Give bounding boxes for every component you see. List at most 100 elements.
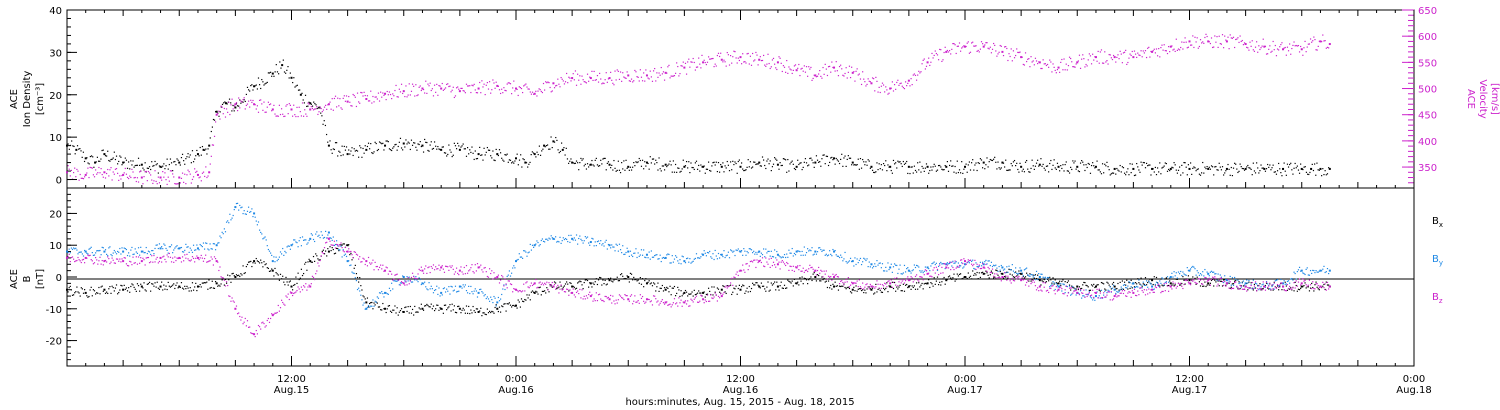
ion-density-sample-point <box>546 144 549 146</box>
by-sample-point <box>603 245 605 247</box>
ion-density-sample-point <box>1184 162 1186 164</box>
velocity-sample-point <box>516 88 518 91</box>
velocity-point <box>290 108 293 111</box>
by-sample-point <box>1077 292 1079 294</box>
ion-density-sample-point <box>330 149 332 151</box>
by-sample-point <box>329 237 331 239</box>
density-tick-label: 10 <box>49 133 62 144</box>
ion-density-sample-point <box>684 165 687 167</box>
bx-sample-point <box>1237 288 1239 290</box>
bx-sample-point <box>1119 281 1121 283</box>
ion-density-sample-point <box>513 162 515 164</box>
velocity-sample-point <box>955 52 957 55</box>
bz-sample-point <box>153 254 155 257</box>
ion-density-sample-point <box>555 136 557 139</box>
bz-sample-point <box>340 242 342 244</box>
ion-density-sample-point <box>641 159 644 161</box>
by-sample-point <box>671 255 673 257</box>
bx-sample-point <box>1112 281 1115 284</box>
velocity-sample-point <box>343 95 345 97</box>
velocity-sample-point <box>997 53 999 55</box>
velocity-sample-point <box>1096 60 1098 62</box>
bx-sample-point <box>1022 275 1024 278</box>
bx-sample-point <box>685 291 688 293</box>
ion-density-sample-point <box>1066 170 1068 172</box>
velocity-sample-point <box>718 55 721 58</box>
ion-density-sample-point <box>695 160 698 162</box>
bx-sample-point <box>495 304 497 306</box>
ion-density-sample-point <box>360 147 362 149</box>
bx-sample-point <box>1006 271 1008 273</box>
bx-sample-point <box>760 282 763 284</box>
bx-sample-point <box>718 291 721 293</box>
by-sample-point <box>1082 295 1084 297</box>
ion-density-sample-point <box>911 166 913 168</box>
ion-density-sample-point <box>1235 163 1237 165</box>
bx-sample-point <box>312 255 315 258</box>
bx-sample-point <box>1298 289 1301 291</box>
ion-density-sample-point <box>834 163 836 165</box>
velocity-sample-point <box>827 66 830 68</box>
bx-sample-point <box>1064 281 1066 283</box>
ion-density-point <box>440 148 443 151</box>
bx-sample-point <box>1325 281 1327 283</box>
by-sample-point <box>903 264 906 267</box>
velocity-sample-point <box>485 84 487 86</box>
by-sample-point <box>547 239 549 241</box>
velocity-sample-point <box>183 181 185 183</box>
ion-density-sample-point <box>120 156 122 158</box>
velocity-sample-point <box>482 86 484 88</box>
bx-sample-point <box>950 277 952 279</box>
bz-sample-point <box>119 258 121 260</box>
bx-sample-point <box>516 307 518 309</box>
by-sample-point <box>662 256 665 259</box>
by-sample-point <box>541 238 544 240</box>
ion-density-sample-point <box>935 170 937 172</box>
by-sample-point <box>523 250 525 252</box>
velocity-sample-point <box>545 81 547 83</box>
by-sample-point <box>1153 288 1155 290</box>
velocity-sample-point <box>555 85 557 87</box>
velocity-sample-point <box>514 90 516 92</box>
bx-sample-point <box>929 286 931 289</box>
velocity-sample-point <box>975 45 977 47</box>
velocity-sample-point <box>320 107 322 110</box>
bx-sample-point <box>995 269 997 271</box>
velocity-sample-point <box>457 86 459 88</box>
by-sample-point <box>490 296 492 298</box>
by-sample-point <box>1134 286 1137 288</box>
bx-sample-point <box>542 290 545 293</box>
ion-density-sample-point <box>827 164 830 167</box>
by-sample-point <box>194 249 196 251</box>
by-sample-point <box>1202 271 1204 273</box>
by-sample-point <box>1292 279 1294 281</box>
bz-sample-point <box>349 251 351 253</box>
bx-sample-point <box>151 283 153 285</box>
bx-point <box>907 285 910 288</box>
bx-sample-point <box>520 298 523 300</box>
by-sample-point <box>1181 274 1183 277</box>
bz-sample-point <box>189 260 191 262</box>
by-sample-point <box>124 247 126 250</box>
ion-density-sample-point <box>189 154 191 156</box>
bx-point <box>889 285 892 288</box>
by-sample-point <box>266 245 268 247</box>
bz-sample-point <box>175 259 177 262</box>
by-sample-point <box>1024 268 1027 270</box>
bz-sample-point <box>137 256 140 258</box>
velocity-sample-point <box>1140 50 1142 52</box>
velocity-sample-point <box>998 51 1000 53</box>
bx-sample-point <box>734 288 736 290</box>
by-sample-point <box>444 291 447 293</box>
ion-density-sample-point <box>1223 174 1225 176</box>
bz-point <box>271 314 274 317</box>
ion-density-sample-point <box>892 159 895 162</box>
bx-sample-point <box>348 244 350 246</box>
by-sample-point <box>911 270 913 272</box>
ion-density-sample-point <box>1077 170 1079 172</box>
by-sample-point <box>813 253 815 255</box>
bz-sample-point <box>296 289 298 292</box>
velocity-sample-point <box>946 49 948 52</box>
bz-sample-point <box>308 284 310 286</box>
velocity-sample-point <box>70 169 73 172</box>
